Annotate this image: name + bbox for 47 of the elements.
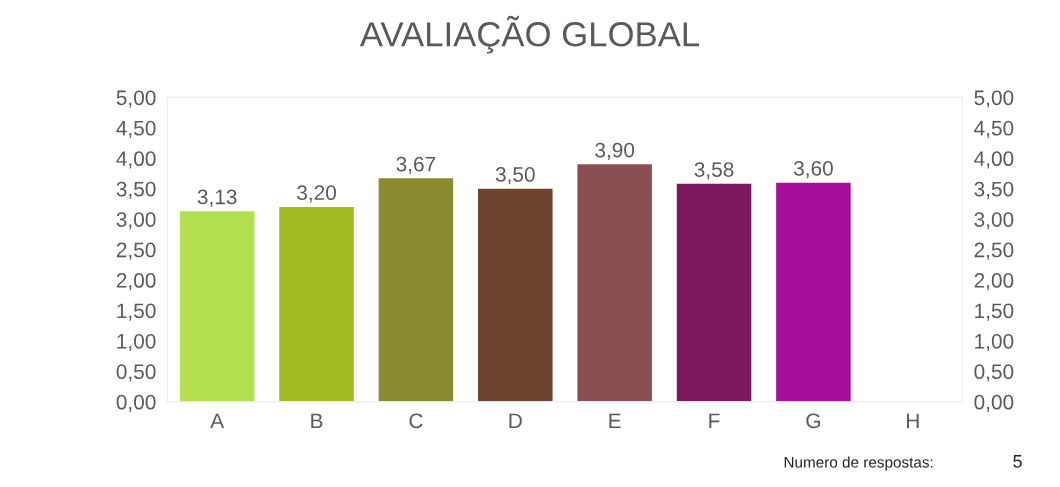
x-tick-label: D — [509, 413, 522, 428]
y2-tick-label: 4,50 — [974, 120, 1014, 139]
y2-tick-label: 2,00 — [974, 273, 1014, 291]
y-tick-label: 1,00 — [117, 333, 156, 352]
data-label: 3,67 — [396, 156, 436, 174]
y-tick-label: 0,50 — [116, 364, 156, 382]
y2-tick-label: 0,50 — [974, 364, 1014, 382]
x-tick-label: G — [806, 413, 820, 429]
data-label: 3,13 — [197, 189, 237, 207]
y-tick-label: 4,50 — [116, 120, 156, 139]
y-tick-label: 2,50 — [116, 242, 156, 260]
data-label: 3,58 — [694, 162, 734, 180]
y-tick-label: 3,50 — [116, 181, 156, 199]
bar — [577, 164, 652, 402]
x-tick-label: H — [906, 413, 919, 428]
data-label: 3,90 — [595, 142, 635, 160]
bar — [676, 183, 752, 402]
y-tick-label: 0,00 — [116, 394, 156, 412]
y2-tick-label: 1,00 — [975, 333, 1014, 352]
y2-tick-label: 2,50 — [974, 242, 1014, 260]
chart-title: AVALIAÇÃO GLOBAL — [359, 15, 700, 54]
x-tick-label: B — [311, 413, 323, 428]
text: Numero de respostas: — [784, 456, 933, 471]
text: 5 — [1013, 455, 1022, 468]
y2-tick-label: 0,00 — [974, 394, 1014, 412]
x-tick-label: A — [210, 413, 225, 428]
y-tick-label: 5,00 — [116, 90, 156, 108]
x-tick-label: E — [609, 413, 621, 428]
y-tick-label: 4,00 — [116, 151, 156, 169]
bar — [279, 206, 354, 402]
x-tick-label: C — [409, 413, 423, 429]
bar — [378, 178, 454, 402]
y2-tick-label: 3,50 — [974, 181, 1014, 199]
bar — [179, 211, 255, 402]
data-label: 3,20 — [297, 185, 336, 203]
y-tick-label: 3,00 — [116, 212, 156, 230]
y2-tick-label: 1,50 — [975, 303, 1014, 321]
data-label: 3,60 — [793, 160, 833, 179]
y2-tick-label: 4,00 — [974, 151, 1014, 169]
x-tick-label: F — [709, 413, 720, 428]
y-tick-label: 1,50 — [117, 303, 156, 321]
y2-tick-label: 3,00 — [974, 212, 1014, 230]
bar — [478, 188, 553, 402]
data-label: 3,50 — [495, 167, 535, 185]
bar — [776, 182, 851, 402]
y2-tick-label: 5,00 — [974, 90, 1014, 108]
y-tick-label: 2,00 — [116, 273, 156, 291]
